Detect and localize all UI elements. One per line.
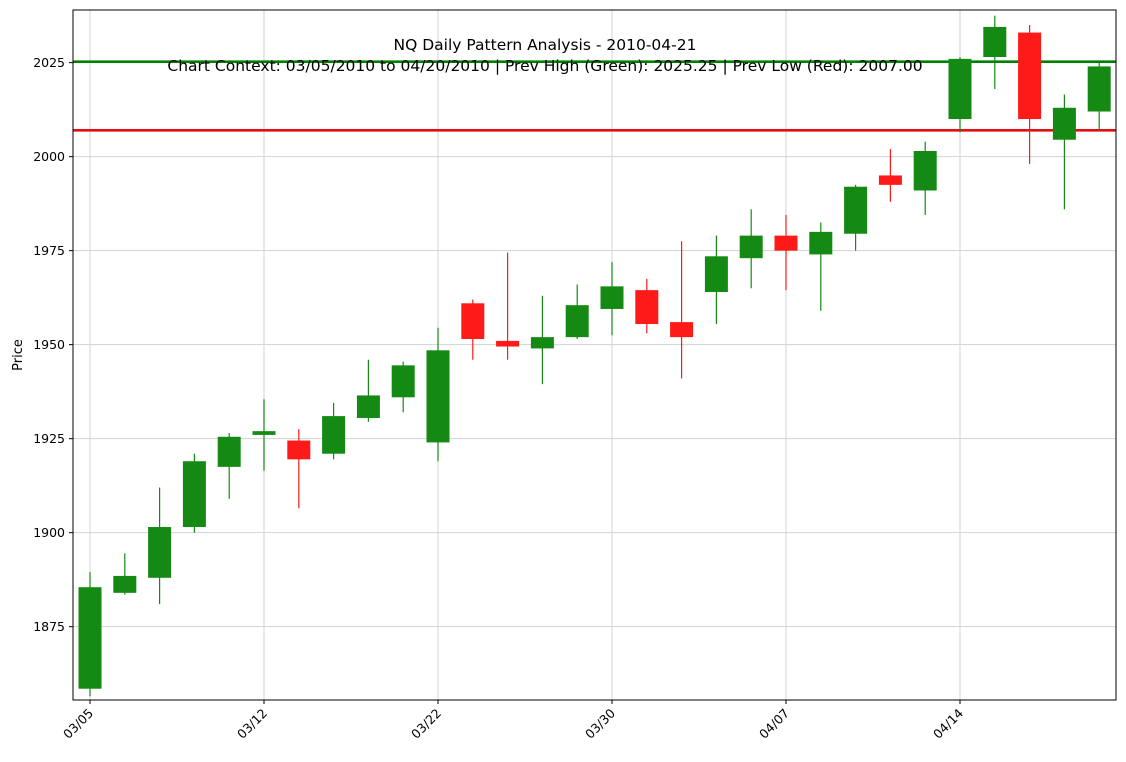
candle-up [1087,62,1111,131]
x-tick-label: 04/14 [930,705,966,741]
candle-body [948,58,972,120]
candle-up [600,261,624,336]
candles [78,15,1111,697]
candle-up [252,399,276,471]
y-axis: 1875 1900 1925 1950 1975 2000 2025 [33,55,73,634]
candle-up [113,553,137,595]
candle-down [461,299,485,360]
candle-body [148,527,172,578]
candle-up [148,487,172,605]
candle-body [322,416,346,454]
candle-up [739,209,763,289]
candle-body [252,431,276,435]
candle-up [182,453,206,533]
candle-body [704,256,728,293]
candle-body [78,587,102,689]
candle-body [844,186,868,234]
candle-body [287,440,311,460]
candle-body [113,575,137,593]
candle-body [774,235,798,251]
candle-up [809,222,833,311]
candle-up [391,361,415,413]
candle-down [635,278,659,334]
y-tick-label: 1900 [33,525,65,540]
y-tick-label: 1950 [33,337,65,352]
y-tick-label: 2025 [33,55,65,70]
candle-body [913,151,937,191]
candle-body [217,436,241,467]
x-tick-label: 03/05 [60,706,96,742]
candle-body [809,231,833,255]
candle-up [78,572,102,697]
y-tick-label: 1875 [33,619,65,634]
candle-body [182,461,206,528]
x-tick-label: 04/07 [756,706,792,742]
candle-down [878,149,902,202]
candle-up [565,284,589,340]
candle-up [356,359,380,422]
reference-lines [73,60,1116,132]
candle-up [217,433,241,499]
candle-body [496,340,520,347]
y-tick-label: 1975 [33,243,65,258]
candle-body [426,350,450,443]
candle-body [1087,66,1111,112]
candle-down [287,429,311,509]
candle-body [983,26,1007,58]
candle-body [356,395,380,418]
candle-body [739,235,763,259]
candle-body [1018,32,1042,120]
candle-up [704,235,728,324]
candle-body [878,175,902,185]
chart-title: NQ Daily Pattern Analysis - 2010-04-21 [394,36,697,54]
candle-up [322,402,346,460]
candle-body [670,322,694,338]
candle-up [426,327,450,462]
candle-body [1052,107,1076,140]
candle-down [774,214,798,291]
x-tick-label: 03/30 [582,705,618,741]
plot-frame [72,9,1117,701]
x-axis: 03/05 03/12 03/22 03/30 04/07 04/14 [60,700,966,742]
y-tick-label: 2000 [33,149,65,164]
candle-body [530,337,554,349]
candle-body [600,286,624,309]
candle-up [1052,94,1076,210]
candle-down [1018,25,1042,165]
candle-body [461,303,485,340]
y-tick-label: 1925 [33,431,65,446]
candle-up [530,295,554,385]
chart-subtitle: Chart Context: 03/05/2010 to 04/20/2010 … [167,57,922,75]
candle-up [913,141,937,215]
candle-body [391,365,415,398]
grid-layer [73,10,1116,700]
x-tick-label: 03/22 [408,706,444,742]
y-axis-label: Price [11,339,26,371]
x-tick-label: 03/12 [234,706,270,742]
candle-up [844,184,868,251]
candle-body [635,290,659,324]
candle-down [496,252,520,360]
candle-up [983,15,1007,89]
candle-down [670,241,694,379]
candle-up [948,57,972,133]
candle-body [565,305,589,338]
